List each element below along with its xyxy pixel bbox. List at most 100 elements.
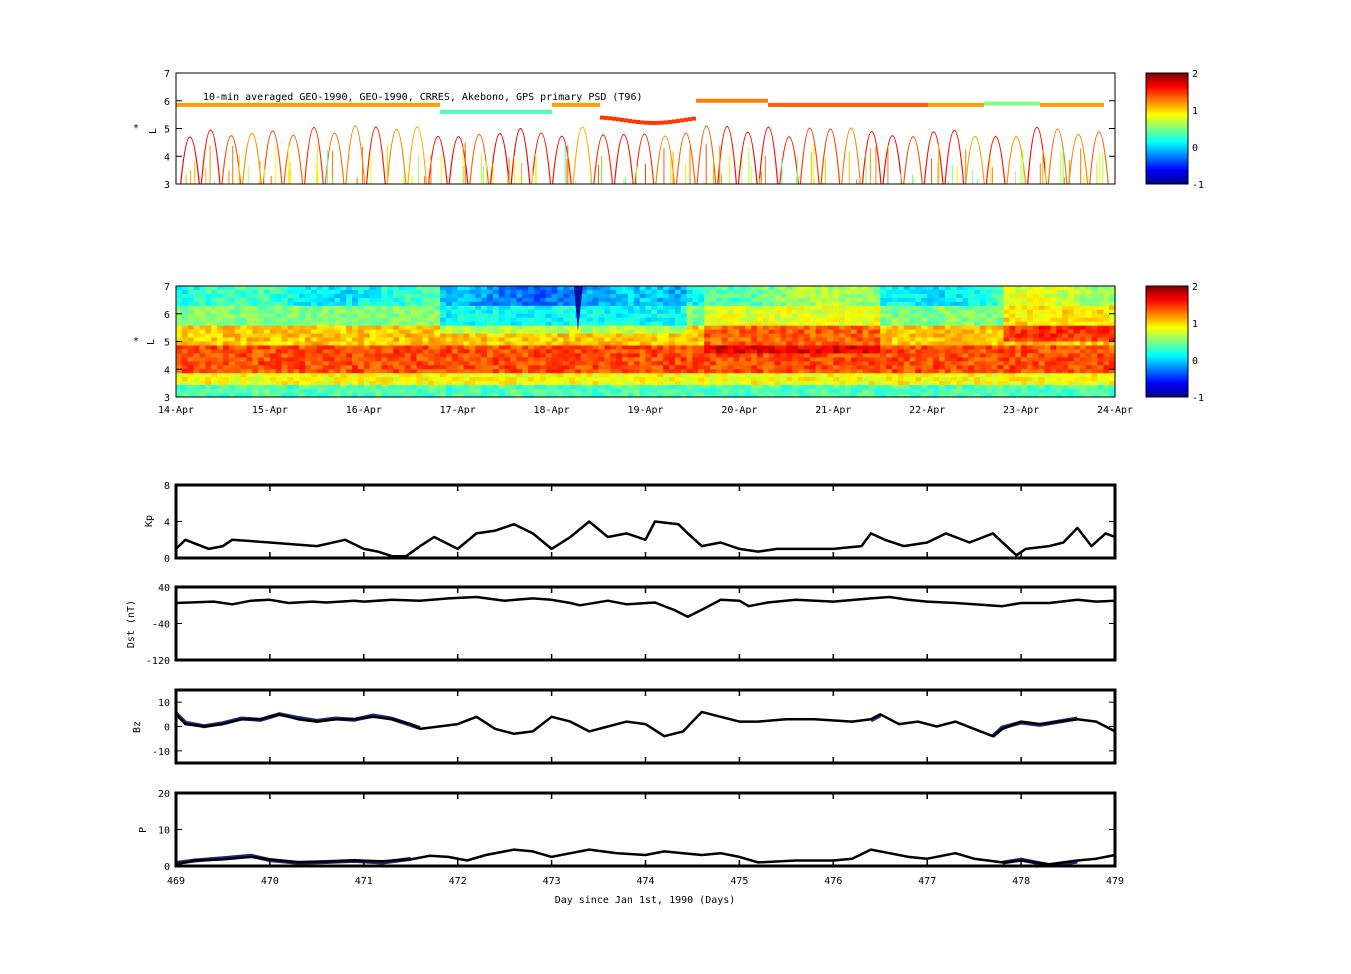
psd-model-cell — [539, 286, 547, 291]
psd-model-cell — [557, 333, 564, 339]
psd-model-cell — [487, 353, 494, 358]
psd-model-cell — [463, 293, 471, 299]
psd-model-cell — [516, 381, 523, 386]
psd-model-cell — [715, 341, 723, 347]
psd-model-cell — [1056, 297, 1063, 303]
psd-model-cell — [557, 305, 564, 311]
psd-model-cell — [727, 333, 735, 339]
psd-model-cell — [827, 357, 834, 362]
psd-model-cell — [1073, 309, 1081, 315]
psd-model-cell — [539, 393, 547, 398]
psd-model-cell — [815, 305, 823, 311]
psd-model-cell — [217, 317, 224, 323]
psd-model-cell — [856, 337, 864, 343]
psd-model-cell — [516, 321, 523, 327]
psd-model-cell — [974, 353, 981, 358]
psd-model-cell — [234, 293, 242, 299]
psd-model-cell — [299, 313, 306, 319]
psd-model-cell — [293, 317, 300, 323]
psd-model-cell — [528, 357, 535, 362]
psd-model-cell — [451, 317, 459, 323]
psd-model-cell — [991, 337, 999, 343]
psd-model-cell — [704, 373, 711, 378]
psd-model-cell — [428, 321, 435, 327]
psd-model-cell — [751, 325, 758, 331]
psd-model-cell — [633, 349, 641, 354]
psd-model-cell — [580, 389, 588, 394]
psd-model-cell — [293, 293, 300, 299]
psd-model-cell — [1009, 381, 1016, 386]
psd-model-cell — [938, 337, 946, 343]
psd-observed-geo-cell — [768, 102, 772, 107]
psd-model-cell — [533, 301, 541, 307]
psd-model-cell — [950, 313, 958, 319]
psd-observed-geo-cell — [820, 102, 824, 107]
psd-model-cell — [1062, 389, 1069, 394]
psd-model-cell — [258, 353, 265, 358]
psd-observed-arch — [324, 132, 345, 185]
psd-model-cell — [839, 297, 846, 303]
psd-model-cell — [674, 301, 682, 307]
psd-model-cell — [240, 353, 248, 358]
psd-model-cell — [850, 365, 858, 370]
psd-model-cell — [1073, 357, 1081, 362]
psd-model-cell — [991, 305, 999, 311]
psd-model-cell — [557, 289, 564, 295]
psd-model-cell — [363, 329, 371, 335]
psd-model-cell — [1026, 381, 1034, 386]
psd-model-cell — [1015, 297, 1022, 303]
psd-model-cell — [586, 293, 594, 299]
psd-model-cell — [897, 309, 905, 315]
psd-model-cell — [815, 329, 823, 335]
psd-model-cell — [616, 305, 623, 311]
psd-model-cell — [205, 301, 212, 307]
psd-model-cell — [492, 286, 500, 291]
psd-model-cell — [704, 297, 711, 303]
psd-model-cell — [592, 369, 600, 374]
psd-model-cell — [533, 337, 541, 343]
psd-model-cell — [222, 393, 230, 398]
psd-model-cell — [803, 369, 811, 374]
psd-model-cell — [1103, 337, 1110, 343]
psd-model-cell — [827, 381, 834, 386]
psd-model-cell — [498, 293, 506, 299]
psd-model-cell — [1062, 301, 1069, 307]
psd-model-cell — [399, 305, 406, 311]
psd-model-cell — [1068, 361, 1075, 366]
psd-model-cell — [774, 293, 782, 299]
psd-model-cell — [334, 373, 341, 378]
psd-model-cell — [199, 377, 206, 382]
psd-model-cell — [416, 313, 424, 319]
psd-model-cell — [927, 293, 934, 299]
psd-model-cell — [921, 365, 928, 370]
psd-model-cell — [921, 377, 928, 382]
psd-model-cell — [886, 293, 893, 299]
psd-model-cell — [880, 293, 887, 299]
psd-model-cell — [393, 345, 400, 351]
psd-model-cell — [516, 289, 523, 295]
psd-model-cell — [956, 373, 964, 378]
psd-model-cell — [469, 393, 476, 398]
psd-model-cell — [616, 357, 623, 362]
psd-model-cell — [422, 345, 429, 351]
psd-model-cell — [1062, 313, 1069, 319]
psd-model-cell — [222, 293, 230, 299]
psd-model-cell — [985, 297, 993, 303]
psd-model-cell — [240, 361, 248, 366]
psd-model-cell — [551, 297, 559, 303]
psd-observed-geo-cell — [824, 102, 828, 107]
psd-model-cell — [275, 333, 283, 339]
psd-model-cell — [522, 361, 529, 366]
psd-observed-geo-cell — [496, 109, 500, 114]
psd-model-cell — [1103, 301, 1110, 307]
psd-model-cell — [457, 377, 465, 382]
psd-model-cell — [1026, 333, 1034, 339]
psd-model-cell — [956, 305, 964, 311]
psd-model-cell — [909, 341, 917, 347]
psd-model-cell — [927, 321, 934, 327]
psd-model-cell — [956, 369, 964, 374]
psd-model-cell — [921, 297, 928, 303]
psd-model-cell — [809, 361, 817, 366]
psd-model-cell — [399, 377, 406, 382]
psd-model-cell — [328, 297, 336, 303]
